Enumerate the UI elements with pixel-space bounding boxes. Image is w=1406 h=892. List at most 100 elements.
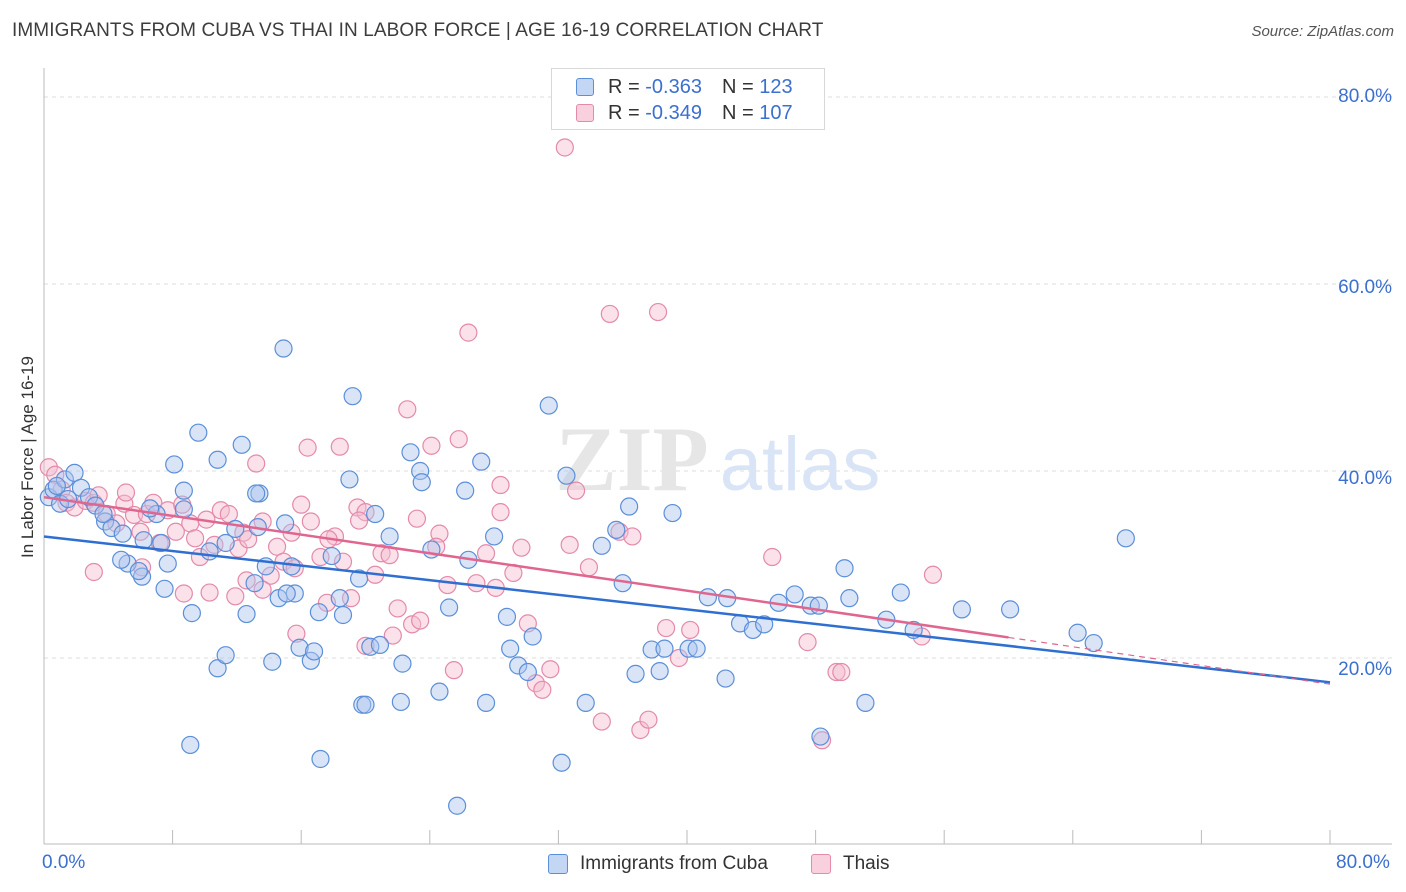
point-thais (566, 481, 586, 500)
point-thais (330, 437, 349, 456)
y-tick-label: 20.0% (1338, 659, 1392, 680)
legend-r-label: R = (608, 75, 640, 98)
point-cuba (232, 435, 251, 454)
trend-lines (43, 495, 1331, 685)
point-cuba (263, 652, 282, 671)
point-thais (411, 611, 430, 630)
legend-r-value-thais: -0.349 (645, 101, 702, 124)
point-cuba (330, 589, 349, 608)
point-cuba (356, 695, 375, 714)
stats-legend: R = -0.363 N = 123 R = -0.349 N = 107 (551, 68, 825, 130)
legend-n-label: N = (721, 101, 754, 124)
series-thais-points (39, 138, 943, 750)
point-thais (560, 535, 579, 554)
point-cuba (274, 339, 293, 358)
point-cuba (216, 646, 235, 665)
point-thais (763, 547, 782, 567)
point-thais (261, 566, 280, 585)
point-cuba (476, 693, 496, 712)
point-thais (459, 323, 478, 342)
point-cuba (687, 639, 706, 658)
point-thais (398, 400, 417, 419)
point-cuba (174, 481, 193, 500)
point-cuba (840, 589, 859, 608)
point-cuba (509, 656, 528, 675)
trend-line-thais-extension (1008, 636, 1331, 685)
point-cuba (333, 605, 353, 625)
point-cuba (952, 600, 971, 619)
point-thais (533, 680, 552, 699)
point-thais (669, 648, 689, 668)
point-thais (555, 138, 574, 157)
point-cuba (401, 443, 420, 462)
point-cuba (276, 514, 295, 533)
point-thais (648, 302, 668, 322)
point-cuba (181, 735, 200, 755)
point-cuba (811, 727, 830, 746)
point-thais (84, 562, 103, 582)
point-thais (174, 584, 193, 603)
point-cuba (1084, 633, 1103, 653)
point-thais (301, 512, 320, 531)
point-cuba (439, 598, 459, 617)
point-cuba (391, 692, 410, 712)
point-cuba (539, 396, 558, 415)
point-thais (186, 529, 205, 548)
point-thais (298, 438, 317, 457)
point-cuba (456, 481, 475, 500)
point-cuba (237, 604, 256, 624)
point-thais (444, 661, 464, 680)
point-cuba (311, 749, 330, 769)
point-thais (349, 511, 369, 530)
x-tick-label: 0.0% (42, 852, 86, 873)
point-cuba (349, 569, 369, 588)
point-cuba (165, 455, 184, 474)
point-thais (116, 483, 136, 502)
point-cuba (174, 500, 193, 519)
y-tick-label: 80.0% (1338, 86, 1392, 107)
point-cuba (247, 484, 266, 503)
point-thais (247, 454, 266, 473)
point-cuba (340, 470, 359, 489)
legend-n-value-cuba: 123 (759, 75, 793, 98)
point-cuba (208, 659, 227, 678)
point-cuba (95, 512, 115, 531)
point-cuba (411, 461, 430, 481)
chart-source: Source: ZipAtlas.com (1251, 23, 1394, 40)
point-cuba (576, 693, 595, 712)
point-cuba (129, 561, 148, 581)
point-thais (449, 430, 468, 449)
point-cuba (698, 588, 717, 607)
point-cuba (290, 638, 309, 657)
y-axis-label: In Labor Force | Age 16-19 (18, 356, 37, 558)
point-thais (657, 618, 676, 638)
point-thais (287, 624, 306, 643)
point-thais (639, 710, 658, 729)
point-cuba (158, 554, 177, 573)
point-cuba (304, 642, 324, 661)
point-cuba (47, 476, 66, 496)
point-cuba (370, 635, 390, 655)
point-cuba (343, 387, 362, 406)
point-thais (144, 493, 163, 512)
point-thais (923, 565, 943, 584)
point-thais (467, 574, 486, 593)
point-thais (592, 712, 611, 731)
point-cuba (485, 527, 504, 546)
point-cuba (309, 603, 328, 622)
point-cuba (277, 584, 296, 603)
point-cuba (380, 527, 399, 546)
point-cuba (497, 607, 517, 626)
legend-r-label: R = (608, 101, 640, 124)
point-cuba (132, 567, 152, 586)
point-cuba (155, 579, 174, 598)
point-thais (239, 530, 258, 549)
point-cuba (448, 796, 467, 815)
point-cuba (366, 504, 385, 524)
point-cuba (557, 466, 576, 485)
point-thais (512, 538, 531, 557)
point-cuba (245, 574, 264, 593)
point-cuba (501, 639, 520, 658)
point-cuba (835, 559, 854, 578)
point-cuba (102, 518, 121, 538)
